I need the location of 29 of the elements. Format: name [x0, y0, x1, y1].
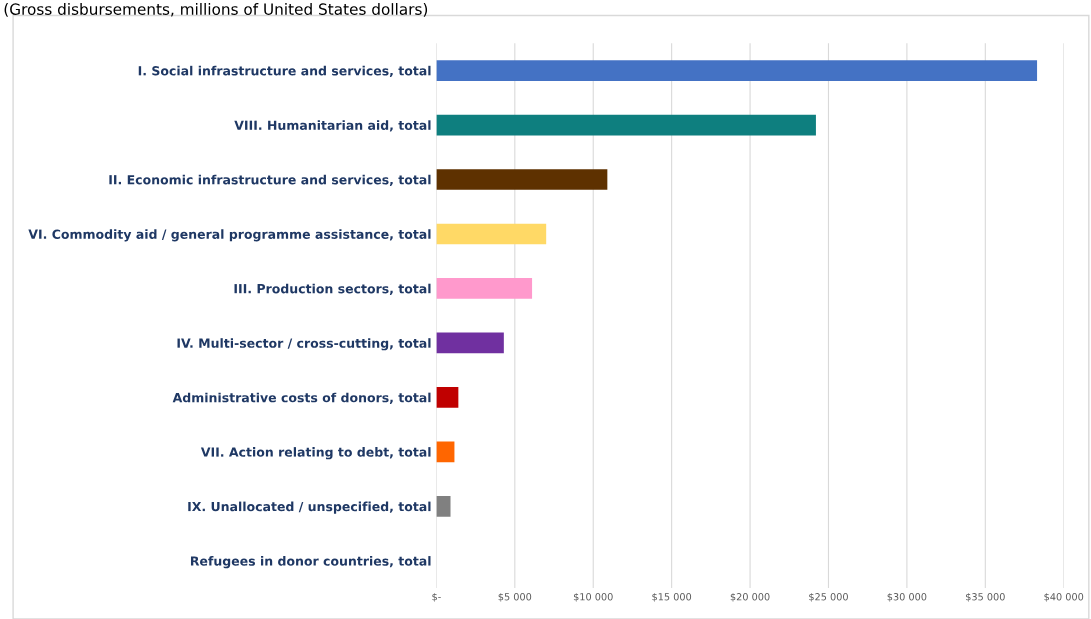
- y-tick-label: IX. Unallocated / unspecified, total: [188, 501, 431, 514]
- x-tick-label: $35 000: [966, 592, 1005, 602]
- x-tick-label: $30 000: [887, 592, 927, 602]
- bar: [436, 278, 533, 299]
- x-tick-label: $15 000: [652, 592, 692, 602]
- x-tick-label: $40 000: [1044, 592, 1084, 602]
- bar: [436, 441, 455, 463]
- bar: [436, 60, 1038, 81]
- bar: [436, 495, 451, 517]
- x-tick-label: $10 000: [573, 592, 613, 602]
- y-tick-label: VIII. Humanitarian aid, total: [234, 120, 431, 132]
- y-tick-label: IV. Multi-sector / cross-cutting, total: [177, 338, 431, 351]
- y-tick-label: VI. Commodity aid / general programme assistance, total: [28, 229, 431, 242]
- y-tick-label: I. Social infrastructure and services, total: [138, 65, 431, 78]
- bar: [436, 387, 459, 408]
- y-tick-label: Refugees in donor countries, total: [190, 556, 431, 569]
- y-tick-label: II. Economic infrastructure and services, total: [109, 174, 431, 187]
- x-tick-label: $20 000: [730, 592, 770, 602]
- y-tick-label: Administrative costs of donors, total: [172, 392, 431, 404]
- bar: [436, 169, 608, 190]
- x-tick-label: $-: [432, 592, 441, 602]
- x-tick-label: $5 000: [498, 592, 532, 602]
- bar: [436, 114, 816, 136]
- text: (Gross disbursements, millions of United States dollars): [4, 3, 428, 17]
- bar: [436, 223, 547, 245]
- y-tick-label: III. Production sectors, total: [234, 283, 431, 295]
- y-tick-label: VII. Action relating to debt, total: [200, 447, 431, 460]
- bar: [436, 332, 504, 354]
- x-tick-label: $25 000: [809, 592, 848, 602]
